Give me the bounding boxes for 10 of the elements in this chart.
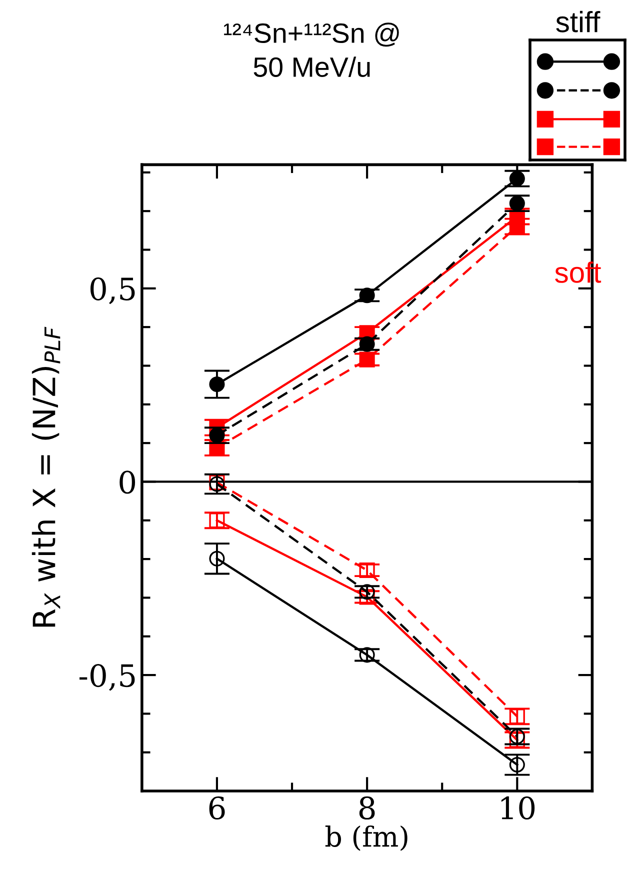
y-tick-label: 0,5 bbox=[90, 277, 135, 304]
y-tick-label: -0,5 bbox=[79, 664, 135, 691]
x-tick-label: 10 bbox=[501, 796, 535, 820]
y-tick-label: 0 bbox=[120, 470, 136, 494]
chart-title: ¹²⁴Sn+¹¹²Sn @ 50 MeV/u bbox=[224, 22, 399, 77]
y-axis-title: R$_{X}$ with X = (N/Z)$_{PLF}$ bbox=[32, 326, 60, 627]
text: stiff bbox=[556, 10, 600, 32]
x-tick-label: 6 bbox=[209, 796, 225, 820]
x-tick-label: 8 bbox=[359, 796, 375, 820]
x-axis-title: b (fm) bbox=[325, 825, 408, 851]
